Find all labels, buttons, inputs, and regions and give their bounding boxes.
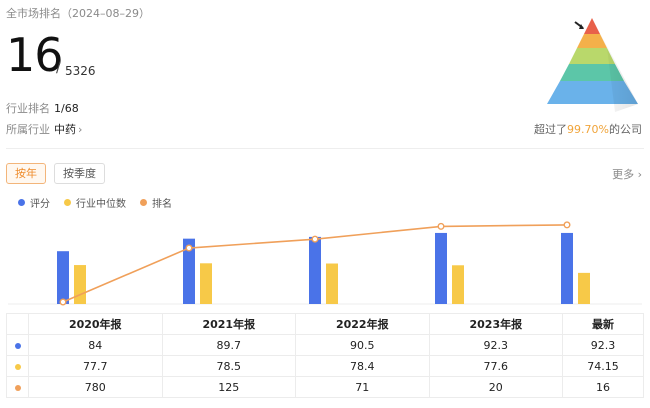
industry-label: 所属行业 [6,123,50,136]
chart-legend: 评分 行业中位数 排名 [18,195,172,210]
bar-score [309,236,321,304]
beyond-pct: 99.70% [567,123,609,136]
rank-point [437,222,445,230]
pyramid-level-1 [584,18,600,34]
bar-score [435,232,447,304]
legend-dot-median [64,199,71,206]
bar-median [578,272,590,304]
industry-row[interactable]: 所属行业 中药 › [6,121,82,137]
industry-link[interactable]: 中药 [54,123,76,136]
table-header-cell: 2021年报 [161,313,297,335]
legend-item-median: 行业中位数 [64,195,126,210]
ranking-pyramid-icon [547,18,638,112]
table-header-marker [6,313,29,335]
table-cell: 77.6 [428,355,564,377]
chevron-right-icon[interactable]: › [78,123,83,136]
beyond-percentage-text: 超过了99.70%的公司 [534,123,642,136]
page-title: 全市场排名（2024–08–29） [6,7,150,20]
legend-dot-rank [140,199,147,206]
table-header-cell: 最新 [562,313,644,335]
table-row: 77.7 78.5 78.4 77.6 74.15 [6,355,644,377]
table-cell: 20 [428,376,564,398]
legend-dot-score [18,199,25,206]
legend-item-rank: 排名 [140,195,172,210]
rank-slash: / [56,60,61,76]
bar-median [200,263,212,304]
pyramid-level-4 [560,64,624,81]
bar-median [74,265,86,304]
table-cell: 78.4 [295,355,430,377]
table-header-row: 2020年报 2021年报 2022年报 2023年报 最新 [6,313,644,335]
table-header-cell: 2020年报 [28,313,163,335]
legend-item-score: 评分 [18,195,50,210]
table-row: 84 89.7 90.5 92.3 92.3 [6,334,644,356]
bar-score [57,251,69,304]
bar-median [326,263,338,304]
series-dot-score [14,342,21,349]
table-cell: 92.3 [428,334,564,356]
table-header-cell: 2023年报 [428,313,564,335]
table-cell: 89.7 [161,334,297,356]
more-link[interactable]: 更多 › [612,168,642,181]
rank-point [59,298,67,306]
pyramid-level-2 [577,34,607,48]
series-dot-rank [14,384,21,391]
rank-point [311,235,319,243]
table-cell: 16 [562,376,644,398]
table-cell: 74.15 [562,355,644,377]
chevron-right-icon[interactable]: › [637,168,642,181]
bar-median [452,265,464,304]
table-row: 780 125 71 20 16 [6,376,644,398]
industry-rank-value: 1/68 [54,102,79,115]
industry-rank-label: 行业排名 [6,102,50,115]
table-header-cell: 2022年报 [295,313,430,335]
rank-point [563,221,571,229]
divider [6,148,644,149]
pyramid-level-3 [569,48,615,64]
industry-rank-row: 行业排名 1/68 [6,100,79,116]
table-cell: 125 [161,376,297,398]
tab-quarterly[interactable]: 按季度 [54,163,105,184]
table-cell: 78.5 [161,355,297,377]
market-total-count: 5326 [65,64,96,78]
tab-yearly[interactable]: 按年 [6,163,46,184]
table-cell: 71 [295,376,430,398]
bar-score [561,232,573,304]
market-rank-value: 16 [6,28,64,82]
table-cell: 77.7 [28,355,163,377]
score-table: 2020年报 2021年报 2022年报 2023年报 最新 84 89.7 9… [6,313,644,398]
table-cell: 780 [28,376,163,398]
table-cell: 92.3 [562,334,644,356]
score-rank-chart [8,221,642,306]
bar-score [183,238,195,304]
series-dot-median [14,363,21,370]
rank-point [185,244,193,252]
table-cell: 90.5 [295,334,430,356]
table-cell: 84 [28,334,163,356]
